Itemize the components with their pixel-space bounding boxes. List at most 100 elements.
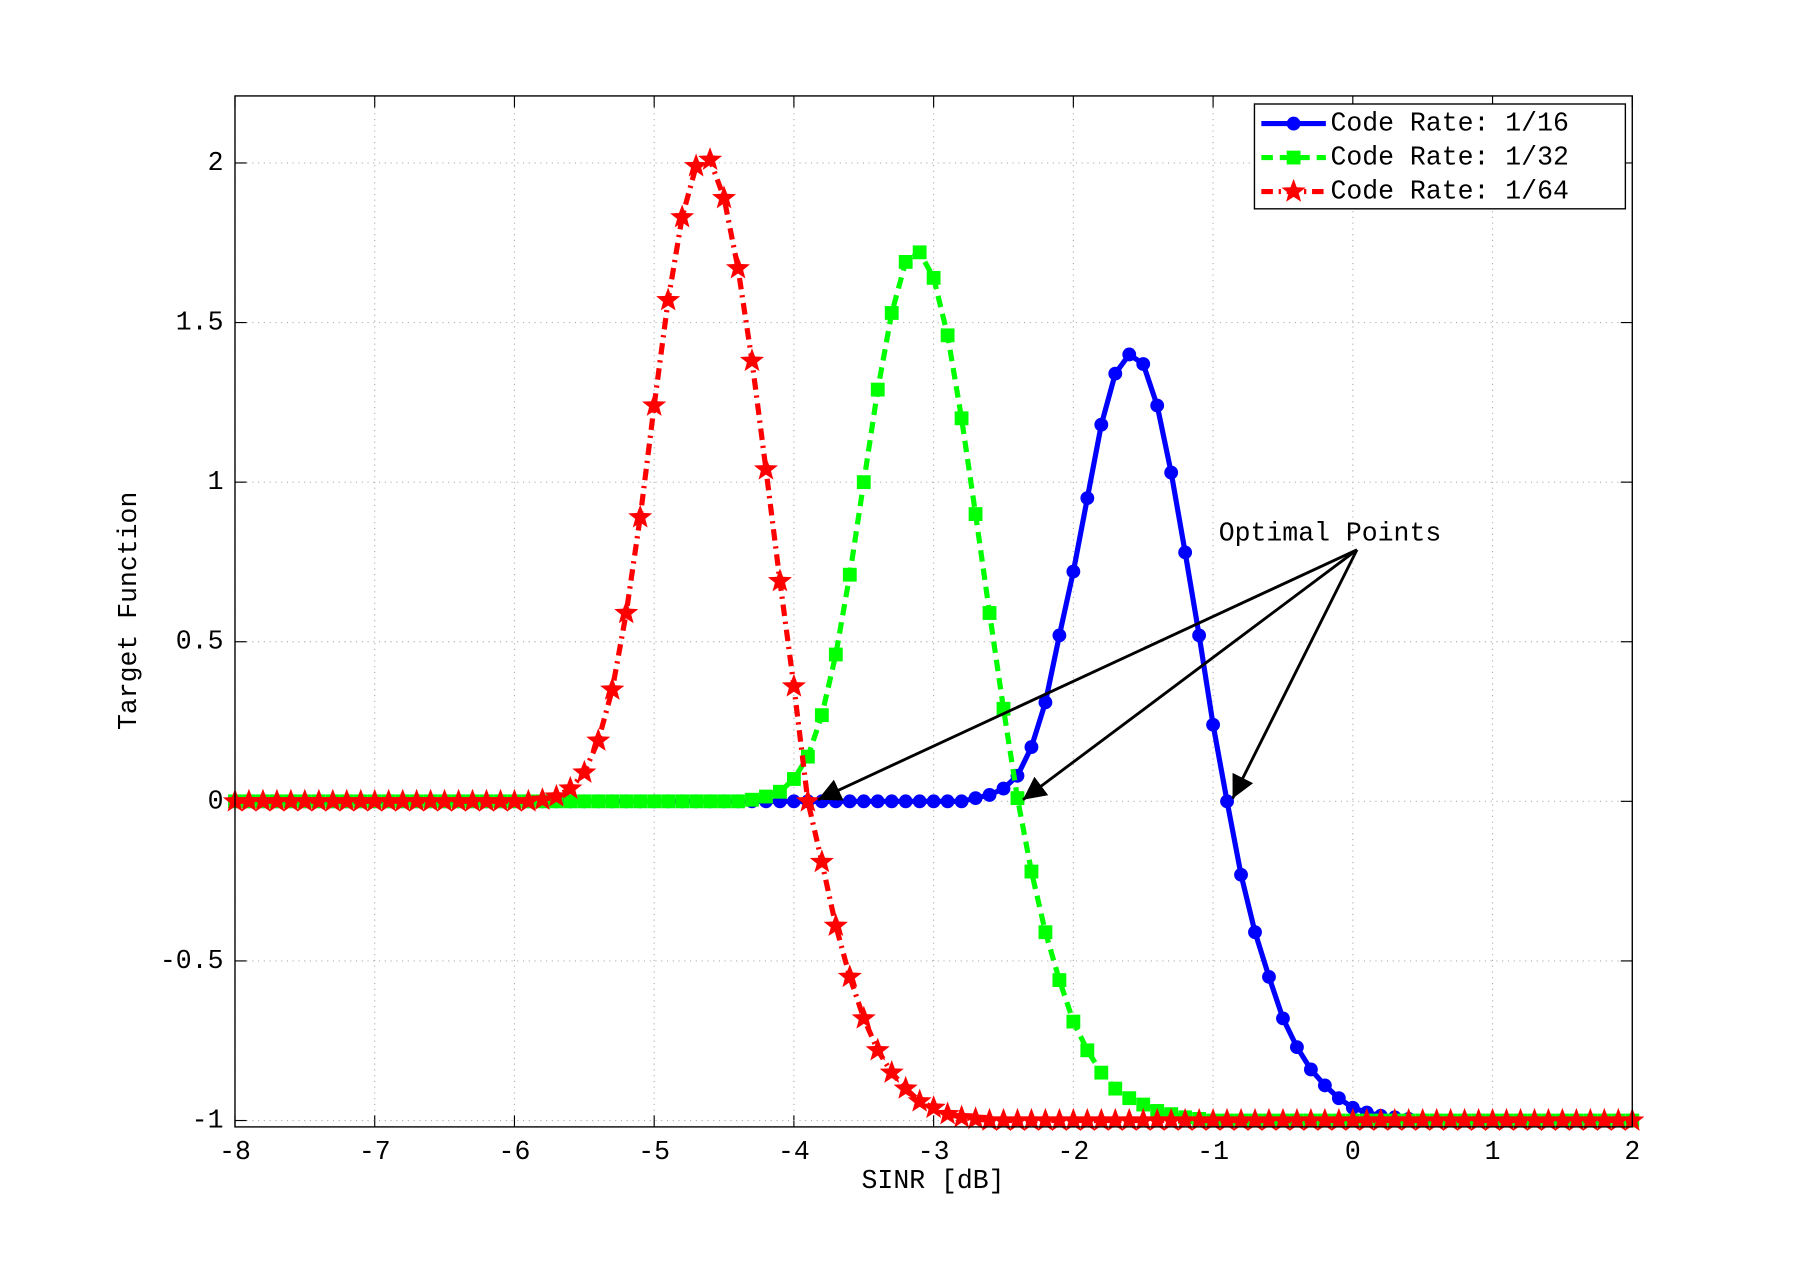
marker <box>656 287 681 311</box>
y-tick-label: 0 <box>208 786 224 816</box>
marker <box>1005 1107 1030 1131</box>
marker <box>1094 417 1109 432</box>
marker <box>1080 1043 1095 1058</box>
x-tick-label: 0 <box>1345 1137 1361 1167</box>
marker <box>1326 1107 1351 1131</box>
marker <box>362 788 387 812</box>
marker <box>586 727 611 751</box>
marker <box>767 568 792 592</box>
marker <box>856 794 871 809</box>
arrow <box>1231 549 1359 800</box>
marker <box>264 788 290 812</box>
marker <box>739 348 765 372</box>
marker <box>633 794 648 809</box>
y-tick-label: -1 <box>192 1106 224 1136</box>
marker <box>1354 1107 1379 1131</box>
marker <box>544 783 569 807</box>
marker <box>1256 1107 1282 1131</box>
marker <box>698 147 723 171</box>
marker <box>884 794 899 809</box>
marker <box>675 794 690 809</box>
marker <box>1564 1107 1589 1131</box>
marker <box>795 788 820 812</box>
marker <box>912 245 927 260</box>
x-tick-label: -2 <box>1057 1137 1089 1167</box>
marker <box>884 306 899 320</box>
marker <box>963 1106 988 1130</box>
marker <box>577 794 592 809</box>
marker <box>1536 1107 1561 1131</box>
y-tick-label: -0.5 <box>160 946 224 976</box>
arrow <box>1022 548 1358 801</box>
marker <box>870 382 885 397</box>
marker <box>898 794 913 809</box>
marker <box>1522 1107 1547 1131</box>
marker <box>1052 628 1067 643</box>
marker <box>773 784 787 799</box>
marker <box>949 1104 974 1128</box>
marker <box>1550 1107 1575 1131</box>
marker <box>865 1037 890 1061</box>
marker <box>1466 1107 1491 1131</box>
legend-marker <box>1286 116 1301 131</box>
marker <box>1234 867 1248 882</box>
marker <box>954 794 969 809</box>
marker <box>1606 1107 1631 1131</box>
marker <box>670 204 695 228</box>
x-tick-label: -1 <box>1197 1137 1229 1167</box>
marker <box>1276 1011 1290 1026</box>
y-tick-label: 1.5 <box>176 308 224 338</box>
marker <box>842 567 857 582</box>
marker <box>278 788 303 812</box>
x-tick-label: -4 <box>778 1137 810 1167</box>
marker <box>1480 1107 1505 1131</box>
marker <box>1303 1062 1318 1077</box>
y-tick-label: 0.5 <box>176 627 224 657</box>
marker <box>725 255 751 279</box>
marker <box>647 794 662 809</box>
marker <box>1192 628 1207 643</box>
marker <box>1187 1107 1212 1131</box>
marker <box>292 788 317 812</box>
marker <box>1033 1107 1058 1131</box>
marker <box>1438 1107 1463 1131</box>
marker <box>661 794 676 809</box>
marker <box>1136 357 1151 371</box>
marker <box>376 788 401 812</box>
marker <box>1136 1097 1151 1112</box>
marker <box>591 794 606 809</box>
marker <box>851 1005 876 1029</box>
marker <box>1061 1107 1086 1131</box>
legend-label: Code Rate: 1/32 <box>1330 143 1568 173</box>
marker <box>1206 717 1221 732</box>
marker <box>781 673 807 697</box>
marker <box>1284 1107 1309 1131</box>
marker <box>1131 1107 1156 1131</box>
marker <box>689 794 704 809</box>
marker <box>1345 1100 1360 1115</box>
legend-label: Code Rate: 1/16 <box>1330 109 1568 139</box>
marker <box>703 794 717 809</box>
marker <box>1262 969 1276 984</box>
arrow <box>817 548 1358 802</box>
marker <box>306 788 331 812</box>
marker <box>1382 1107 1407 1131</box>
x-tick-label: 1 <box>1485 1137 1501 1167</box>
marker <box>1010 791 1025 806</box>
legend-marker <box>1286 150 1301 165</box>
marker <box>1368 1107 1393 1131</box>
marker <box>893 1075 918 1099</box>
marker <box>712 185 737 209</box>
marker <box>842 794 857 809</box>
marker <box>879 1059 904 1083</box>
marker <box>563 794 578 809</box>
marker <box>856 475 871 490</box>
marker <box>823 913 848 937</box>
marker <box>828 647 843 662</box>
marker <box>530 787 555 811</box>
y-tick-label: 2 <box>208 148 224 178</box>
marker <box>1117 1107 1142 1131</box>
annotation: Optimal Points <box>1219 519 1442 549</box>
marker <box>334 788 359 812</box>
marker <box>759 789 773 804</box>
